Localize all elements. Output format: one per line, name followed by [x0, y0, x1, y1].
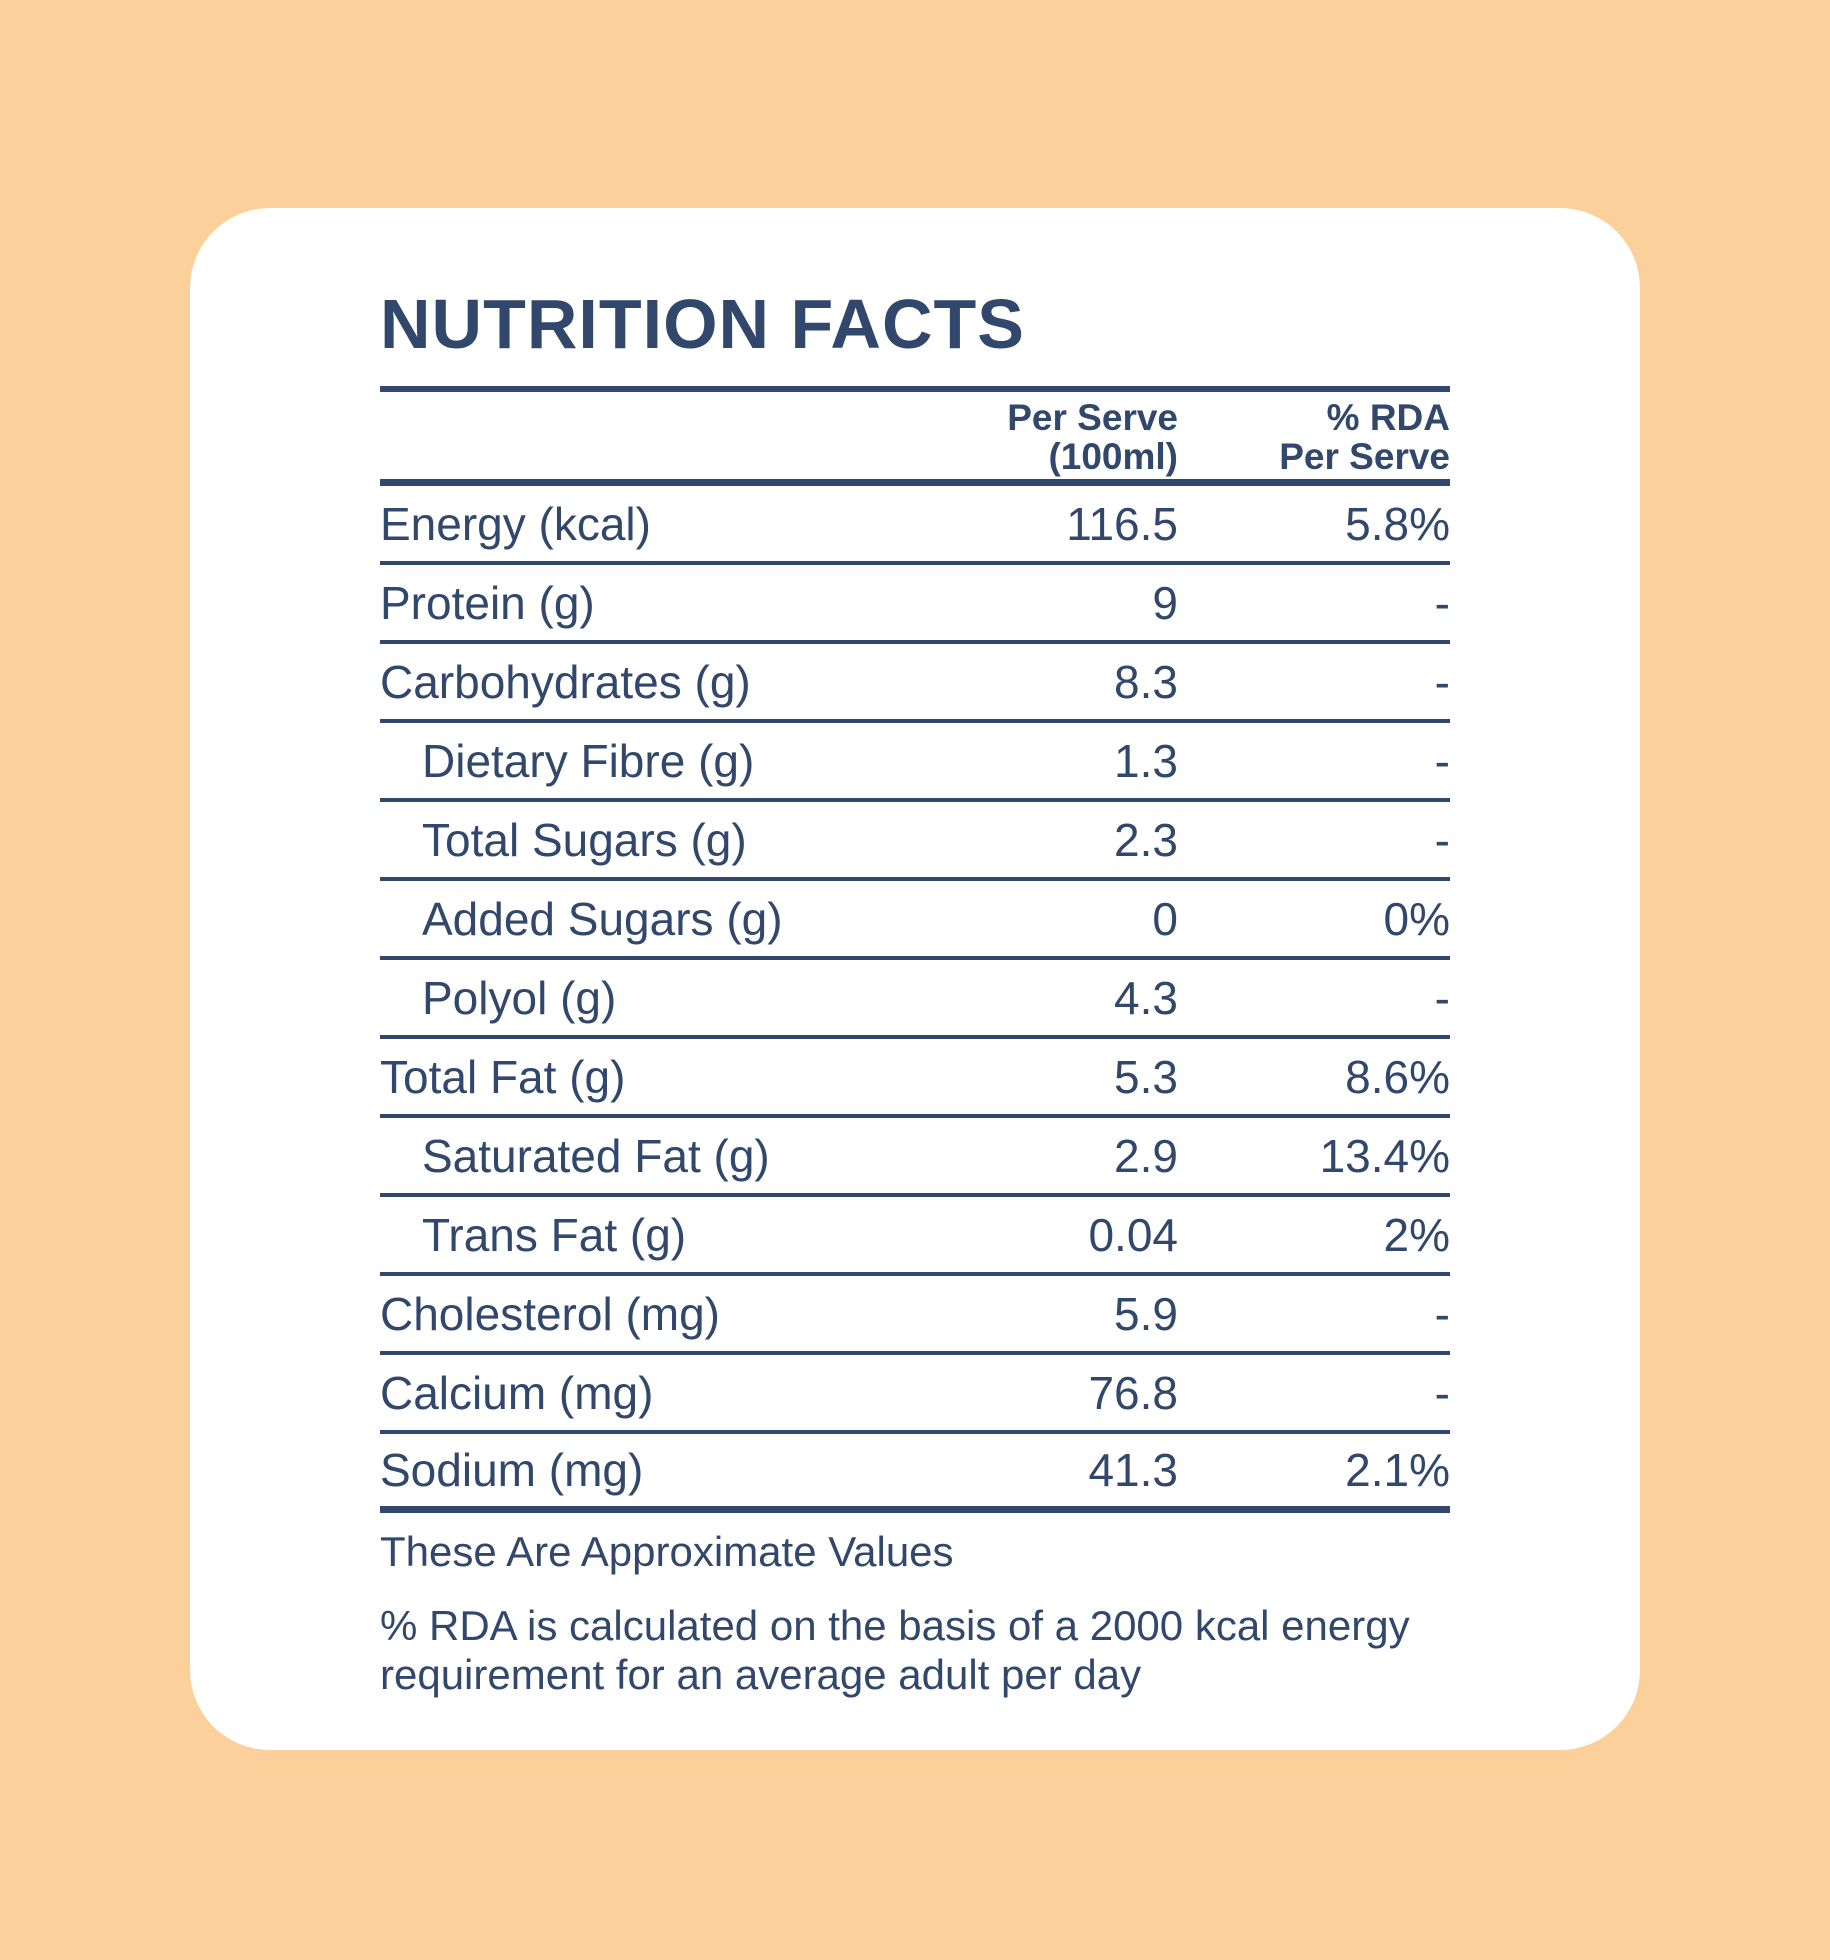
- per-serve-value: 9: [1152, 576, 1178, 629]
- table-row: Sodium (mg) 41.3 2.1%: [380, 1434, 1450, 1513]
- table-body: Energy (kcal) 116.5 5.8% Protein (g) 9 -…: [380, 486, 1450, 1513]
- per-serve-value: 0: [1152, 892, 1178, 945]
- table-row: Carbohydrates (g) 8.3 -: [380, 644, 1450, 723]
- rda-value: -: [1434, 734, 1450, 787]
- header-per-serve-line1: Per Serve: [1007, 397, 1178, 438]
- rda-value: -: [1434, 813, 1450, 866]
- nutrient-label: Trans Fat (g): [422, 1208, 687, 1261]
- nutrient-label: Dietary Fibre (g): [422, 734, 755, 787]
- card-content: NUTRITION FACTS Per Serve (100ml) % RDA …: [190, 208, 1640, 1699]
- header-per-serve-line2: (100ml): [1048, 436, 1178, 477]
- table-row: Saturated Fat (g) 2.9 13.4%: [380, 1118, 1450, 1197]
- table-row: Trans Fat (g) 0.04 2%: [380, 1197, 1450, 1276]
- rda-value: -: [1434, 971, 1450, 1024]
- header-rda-line1: % RDA: [1326, 397, 1450, 438]
- nutrient-label: Calcium (mg): [380, 1366, 654, 1419]
- nutrient-label: Added Sugars (g): [422, 892, 783, 945]
- rda-value: -: [1434, 1287, 1450, 1340]
- page-title: NUTRITION FACTS: [380, 285, 1025, 363]
- rda-value: 5.8%: [1345, 497, 1450, 550]
- per-serve-value: 2.9: [1114, 1129, 1178, 1182]
- table-row: Cholesterol (mg) 5.9 -: [380, 1276, 1450, 1355]
- table-row: Protein (g) 9 -: [380, 565, 1450, 644]
- rda-value: -: [1434, 655, 1450, 708]
- nutrient-label: Saturated Fat (g): [422, 1129, 770, 1182]
- table-header-row: Per Serve (100ml) % RDA Per Serve: [380, 398, 1450, 486]
- nutrient-label: Polyol (g): [422, 971, 617, 1024]
- per-serve-value: 8.3: [1114, 655, 1178, 708]
- rda-value: 13.4%: [1319, 1129, 1450, 1182]
- header-per-serve-column: Per Serve (100ml): [938, 398, 1178, 476]
- rda-value: 2%: [1383, 1208, 1450, 1261]
- rda-value: -: [1434, 576, 1450, 629]
- per-serve-value: 116.5: [1066, 497, 1178, 550]
- per-serve-value: 5.9: [1114, 1287, 1178, 1340]
- rda-value: 2.1%: [1345, 1444, 1450, 1496]
- nutrient-label: Total Fat (g): [380, 1050, 626, 1103]
- header-rda-column: % RDA Per Serve: [1178, 398, 1450, 476]
- table-row: Added Sugars (g) 0 0%: [380, 881, 1450, 960]
- nutrient-label: Energy (kcal): [380, 497, 651, 550]
- table-row: Total Sugars (g) 2.3 -: [380, 802, 1450, 881]
- per-serve-value: 0.04: [1088, 1208, 1178, 1261]
- approximate-values-note: These Are Approximate Values: [380, 1528, 954, 1575]
- rda-value: -: [1434, 1366, 1450, 1419]
- nutrient-label: Sodium (mg): [380, 1444, 644, 1496]
- table-row: Energy (kcal) 116.5 5.8%: [380, 486, 1450, 565]
- per-serve-value: 4.3: [1114, 971, 1178, 1024]
- nutrient-label: Carbohydrates (g): [380, 655, 751, 708]
- table-row: Polyol (g) 4.3 -: [380, 960, 1450, 1039]
- per-serve-value: 5.3: [1114, 1050, 1178, 1103]
- rda-value: 8.6%: [1345, 1050, 1450, 1103]
- nutrition-facts-card: NUTRITION FACTS Per Serve (100ml) % RDA …: [190, 208, 1640, 1750]
- nutrient-label: Total Sugars (g): [422, 813, 747, 866]
- header-rda-line2: Per Serve: [1279, 436, 1450, 477]
- per-serve-value: 41.3: [1088, 1444, 1178, 1496]
- nutrient-label: Cholesterol (mg): [380, 1287, 720, 1340]
- rda-basis-note: % RDA is calculated on the basis of a 20…: [380, 1602, 1410, 1698]
- title-divider: [380, 386, 1450, 392]
- per-serve-value: 76.8: [1088, 1366, 1178, 1419]
- per-serve-value: 1.3: [1114, 734, 1178, 787]
- table-row: Dietary Fibre (g) 1.3 -: [380, 723, 1450, 802]
- table-row: Calcium (mg) 76.8 -: [380, 1355, 1450, 1434]
- table-row: Total Fat (g) 5.3 8.6%: [380, 1039, 1450, 1118]
- nutrient-label: Protein (g): [380, 576, 595, 629]
- per-serve-value: 2.3: [1114, 813, 1178, 866]
- rda-value: 0%: [1383, 892, 1450, 945]
